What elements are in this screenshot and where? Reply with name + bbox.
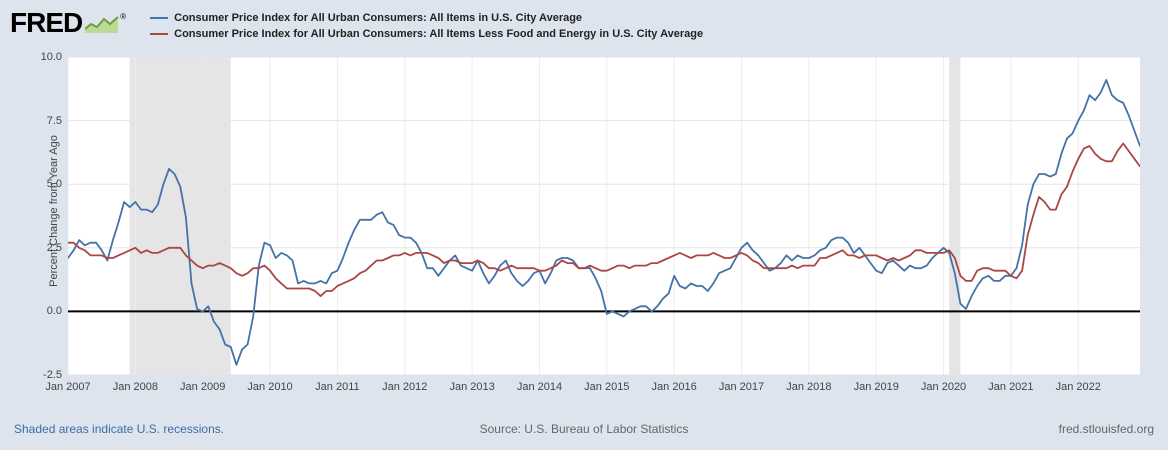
x-axis-tick-label: Jan 2011 [315,381,360,393]
x-axis-tick-label: Jan 2018 [786,381,832,393]
footer: Shaded areas indicate U.S. recessions. S… [0,420,1168,440]
x-axis-tick-label: Jan 2013 [449,381,495,393]
x-axis-tick-label: Jan 2012 [382,381,428,393]
legend-label: Consumer Price Index for All Urban Consu… [174,28,704,40]
legend-item-all-items[interactable]: Consumer Price Index for All Urban Consu… [150,10,703,26]
x-axis-tick-label: Jan 2014 [516,381,563,393]
y-axis-tick-label: 7.5 [46,114,62,127]
y-axis-tick-label: -2.5 [43,369,62,381]
x-axis-tick-label: Jan 2010 [247,381,293,393]
x-axis-tick-label: Jan 2019 [853,381,899,393]
legend-item-core[interactable]: Consumer Price Index for All Urban Consu… [150,26,703,42]
series-swatch-blue-icon [150,17,169,19]
x-axis: Jan 2007 Jan 2008 Jan 2009 Jan 2010 Jan 2011… [45,381,1140,397]
registered-trademark: ® [120,12,127,21]
recession-note-link[interactable]: Shaded areas indicate U.S. recessions. [14,422,225,436]
x-axis-tick-label: Jan 2022 [1055,381,1101,393]
series-swatch-red-icon [150,33,169,35]
fred-logo-sparkline-icon [85,16,119,33]
x-axis-tick-label: Jan 2016 [651,381,697,393]
chart-legend: Consumer Price Index for All Urban Consu… [150,10,703,42]
y-axis-tick-label: 2.5 [46,241,62,254]
x-axis-tick-label: Jan 2008 [112,381,158,393]
x-axis-tick-label: Jan 2015 [584,381,630,393]
x-axis-tick-label: Jan 2020 [920,381,967,393]
x-axis-tick-label: Jan 2021 [988,381,1034,393]
header: FRED ® Consumer Price Index for All Urba… [10,8,1158,52]
fred-logo[interactable]: FRED ® [10,7,127,38]
x-axis-tick-label: Jan 2017 [718,381,765,393]
source-text: Source: U.S. Bureau of Labor Statistics [479,422,689,436]
x-axis-tick-label: Jan 2009 [180,381,226,393]
x-axis-tick-label: Jan 2007 [45,381,91,393]
fred-site-link[interactable]: fred.stlouisfed.org [1058,422,1154,436]
y-axis-tick-label: 10.0 [40,51,62,63]
y-axis-tick-label: 0.0 [46,305,62,318]
plot-area[interactable] [68,57,1140,375]
legend-label: Consumer Price Index for All Urban Consu… [174,12,583,24]
fred-logo-text: FRED [10,7,83,38]
y-axis: 10.0 7.5 5.0 2.5 0.0 -2.5 [0,51,62,381]
y-axis-tick-label: 5.0 [46,178,62,191]
